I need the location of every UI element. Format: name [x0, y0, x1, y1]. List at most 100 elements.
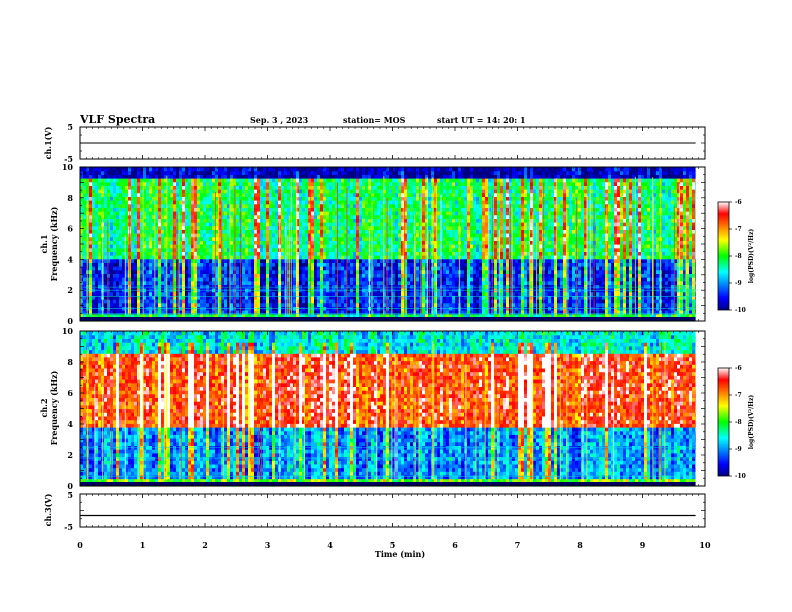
spectrogram-cell [317, 203, 320, 208]
spectrogram-cell [263, 229, 266, 234]
spectrogram-cell [113, 280, 116, 285]
spectrogram-cell [275, 247, 278, 252]
spectrogram-cell [155, 277, 158, 282]
spectrogram-cell [209, 185, 212, 190]
spectrogram-cell [179, 174, 182, 179]
spectrogram-cell [152, 269, 155, 274]
spectrogram-cell [317, 269, 320, 274]
spectrogram-cell [191, 266, 194, 271]
spectrogram-cell [224, 299, 227, 304]
spectrogram-cell [209, 167, 212, 172]
spectrogram-cell [98, 229, 101, 234]
spectrogram-cell [245, 258, 248, 263]
spectrogram-cell [239, 174, 242, 179]
spectrogram-cell [218, 218, 221, 223]
spectrogram-cell [293, 181, 296, 186]
spectrogram-cell [347, 200, 350, 205]
spectrogram-cell [341, 251, 344, 256]
spectrogram-cell [413, 192, 416, 197]
spectrogram-cell [359, 240, 362, 245]
spectrogram-cell [374, 207, 377, 212]
spectrogram-cell [365, 225, 368, 230]
spectrogram-cell [377, 225, 380, 230]
spectrogram-cell [398, 251, 401, 256]
spectrogram-cell [335, 185, 338, 190]
spectrogram-cell [245, 218, 248, 223]
spectrogram-cell [92, 181, 95, 186]
spectrogram-cell [410, 192, 413, 197]
spectrogram-cell [287, 284, 290, 289]
spectrogram-cell [362, 203, 365, 208]
spectrogram-cell [416, 185, 419, 190]
spectrogram-cell [317, 218, 320, 223]
spectrogram-cell [185, 170, 188, 175]
spectrogram-cell [353, 225, 356, 230]
spectrogram-cell [272, 170, 275, 175]
spectrogram-cell [89, 196, 92, 201]
spectrogram-cell [257, 284, 260, 289]
spectrogram-cell [107, 313, 110, 318]
spectrogram-cell [317, 233, 320, 238]
spectrogram-cell [266, 170, 269, 175]
spectrogram-cell [326, 284, 329, 289]
spectrogram-cell [83, 247, 86, 252]
spectrogram-cell [242, 196, 245, 201]
spectrogram-cell [416, 174, 419, 179]
spectrogram-cell [362, 185, 365, 190]
spectrogram-cell [410, 299, 413, 304]
spectrogram-cell [164, 302, 167, 307]
spectrogram-cell [278, 192, 281, 197]
spectrogram-cell [134, 229, 137, 234]
spectrogram-cell [353, 277, 356, 282]
spectrogram-cell [236, 302, 239, 307]
spectrogram-cell [218, 178, 221, 183]
spectrogram-cell [281, 255, 284, 260]
spectrogram-cell [155, 233, 158, 238]
spectrogram-cell [185, 192, 188, 197]
spectrogram-cell [104, 255, 107, 260]
spectrogram-cell [287, 178, 290, 183]
spectrogram-cell [119, 240, 122, 245]
spectrogram-cell [212, 295, 215, 300]
spectrogram-cell [86, 174, 89, 179]
spectrogram-cell [101, 203, 104, 208]
spectrogram-cell [131, 167, 134, 172]
spectrogram-cell [230, 229, 233, 234]
spectrogram-cell [248, 295, 251, 300]
spectrogram-cell [296, 211, 299, 216]
spectrogram-cell [254, 222, 257, 227]
spectrogram-cell [248, 313, 251, 318]
spectrogram-cell [332, 262, 335, 267]
spectrogram-cell [83, 266, 86, 271]
spectrogram-cell [140, 262, 143, 267]
spectrogram-cell [386, 192, 389, 197]
spectrogram-cell [344, 302, 347, 307]
spectrogram-cell [293, 218, 296, 223]
spectrogram-cell [320, 214, 323, 219]
spectrogram-cell [362, 295, 365, 300]
spectrogram-cell [125, 207, 128, 212]
spectrogram-cell [209, 233, 212, 238]
spectrogram-cell [182, 200, 185, 205]
spectrogram-cell [407, 229, 410, 234]
spectrogram-cell [359, 214, 362, 219]
spectrogram-cell [308, 170, 311, 175]
spectrogram-cell [173, 174, 176, 179]
spectrogram-cell [278, 214, 281, 219]
spectrogram-cell [410, 218, 413, 223]
spectrogram-cell [338, 189, 341, 194]
spectrogram-cell [110, 244, 113, 249]
spectrogram-cell [323, 214, 326, 219]
spectrogram-cell [302, 273, 305, 278]
spectrogram-cell [158, 192, 161, 197]
spectrogram-cell [386, 170, 389, 175]
spectrogram-cell [380, 236, 383, 241]
spectrogram-cell [122, 214, 125, 219]
spectrogram-cell [329, 236, 332, 241]
spectrogram-cell [242, 284, 245, 289]
spectrogram-cell [374, 167, 377, 172]
spectrogram-cell [101, 313, 104, 318]
spectrogram-cell [134, 240, 137, 245]
spectrogram-cell [401, 295, 404, 300]
spectrogram-cell [131, 251, 134, 256]
